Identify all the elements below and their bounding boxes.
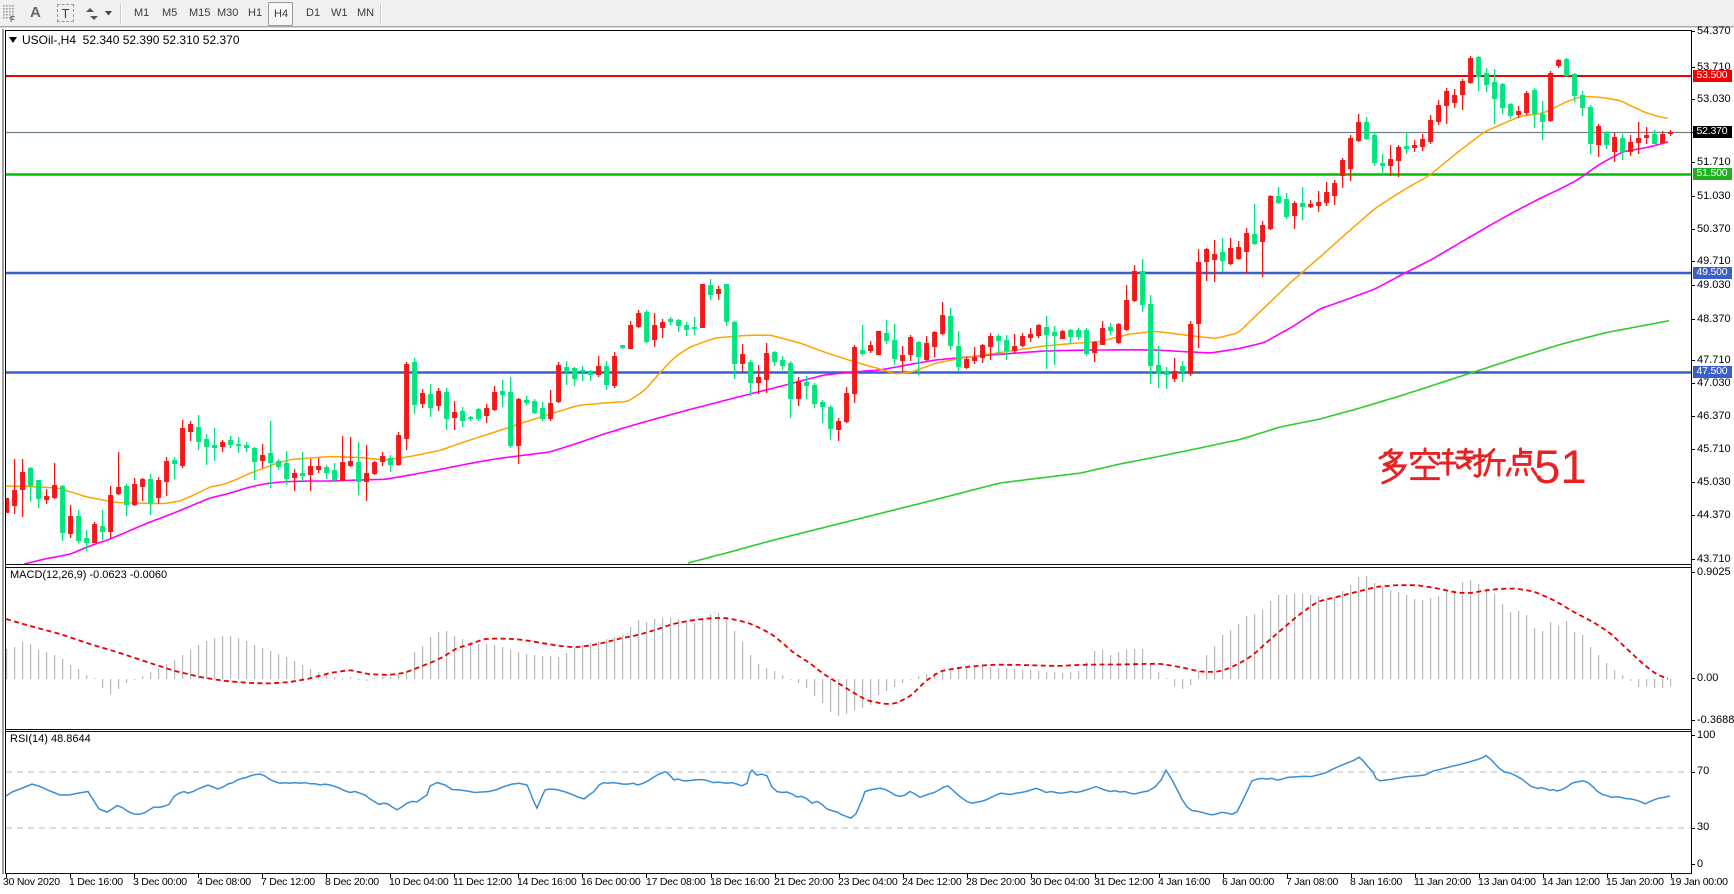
svg-text:51: 51: [1534, 447, 1587, 489]
svg-text:F: F: [10, 15, 15, 23]
